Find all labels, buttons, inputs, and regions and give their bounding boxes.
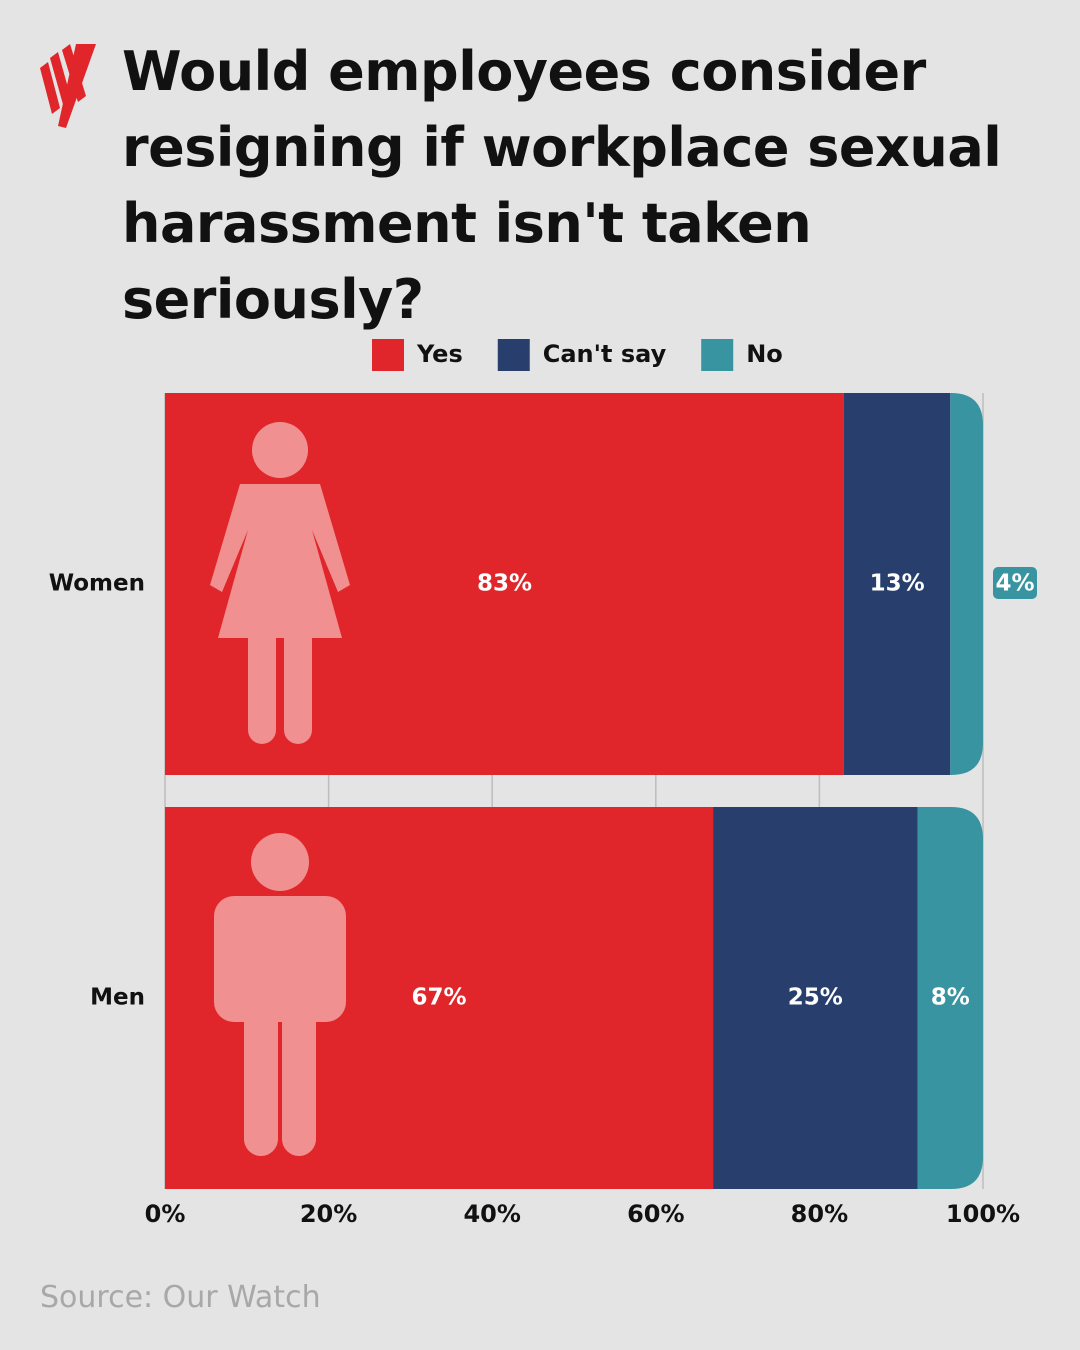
- person-icon: [210, 422, 350, 744]
- value-label: 83%: [477, 571, 532, 597]
- bar-segment: [950, 393, 983, 775]
- x-tick-label: 0%: [145, 1200, 186, 1228]
- chart-title: Would employees consider resigning if wo…: [122, 40, 1002, 331]
- value-label: 25%: [788, 985, 843, 1011]
- x-tick-label: 20%: [300, 1200, 357, 1228]
- legend-swatch: [497, 339, 530, 371]
- source: Source: Our Watch: [40, 1280, 321, 1315]
- bar-segment: [917, 807, 983, 1189]
- bar-segment: [713, 807, 918, 1189]
- value-label-bg: [993, 567, 1037, 599]
- x-tick-label: 80%: [791, 1200, 848, 1228]
- x-tick-label: 60%: [627, 1200, 684, 1228]
- bar-segment: [843, 393, 951, 775]
- value-label: 13%: [870, 571, 925, 597]
- x-tick-label: 100%: [946, 1200, 1020, 1228]
- legend-swatch: [701, 339, 734, 371]
- category-label: Men: [90, 985, 145, 1011]
- value-label: 67%: [411, 985, 466, 1011]
- legend-label: Can't say: [543, 340, 667, 368]
- value-label: 4%: [995, 571, 1034, 597]
- legend-label: No: [746, 340, 783, 368]
- logo: [40, 44, 96, 128]
- person-icon: [214, 833, 346, 1156]
- legend-swatch: [372, 339, 404, 371]
- category-label: Women: [49, 571, 145, 597]
- legend-label: Yes: [416, 340, 463, 368]
- x-tick-label: 40%: [463, 1200, 520, 1228]
- value-label: 8%: [931, 985, 970, 1011]
